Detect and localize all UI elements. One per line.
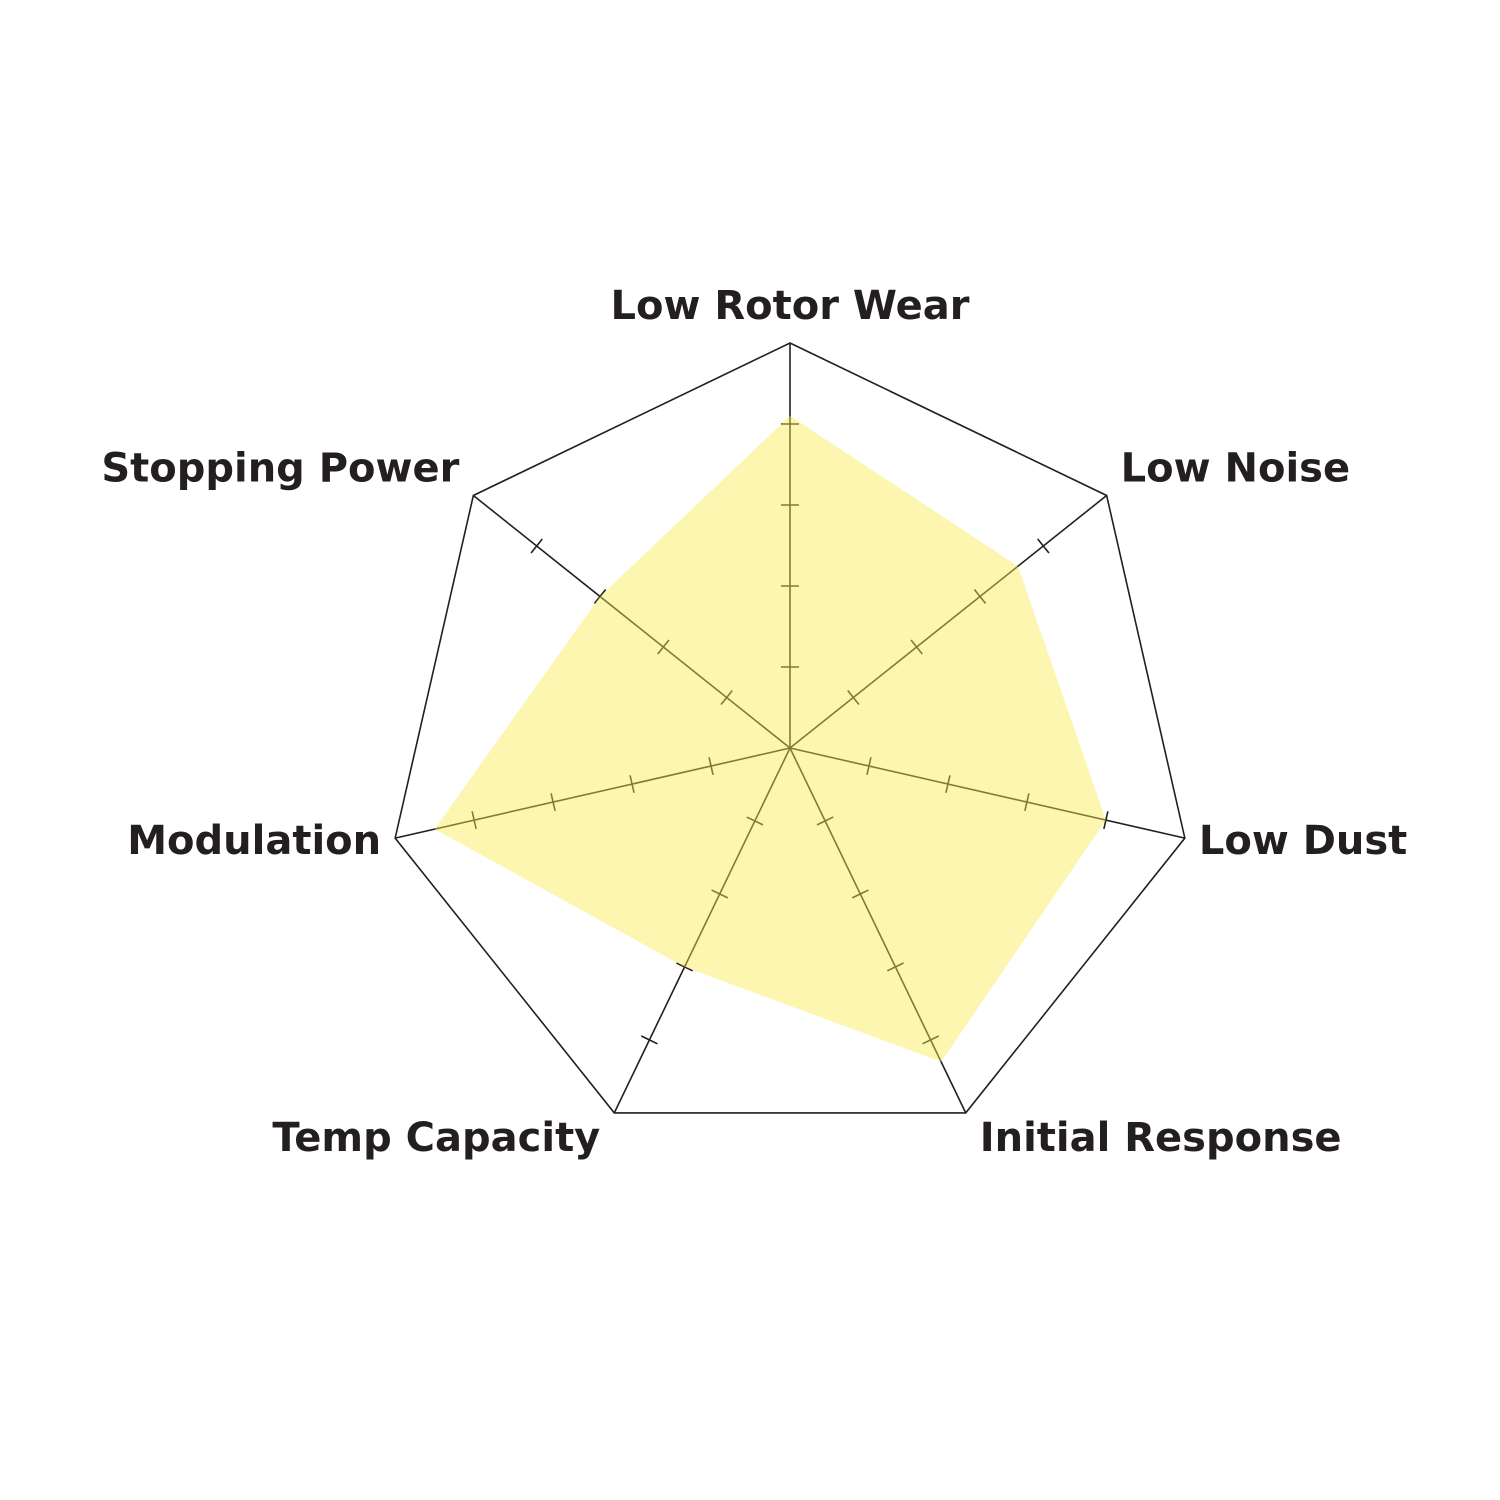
axis-line [789,494,1108,749]
tick-mark [1037,538,1050,554]
tick-mark [471,811,477,830]
tick-mark [640,1035,658,1045]
axis-line [613,747,791,1114]
tick-mark [657,639,670,655]
radar-frame [394,342,1186,1114]
tick-mark [1103,811,1109,830]
tick-mark [1024,793,1030,812]
tick-mark [708,757,714,775]
axis-label: Initial Response [980,1115,1342,1161]
tick-mark [676,962,694,972]
tick-mark [629,775,635,794]
axis-line [789,747,1186,839]
tick-mark [910,639,923,655]
tick-mark [711,889,729,899]
tick-mark [847,689,860,706]
axis-label: Temp Capacity [272,1115,600,1161]
tick-mark [720,689,733,706]
axis-line [789,747,967,1114]
tick-mark [922,1035,940,1045]
tick-mark [550,793,556,812]
value-area [434,415,1106,1062]
tick-mark [945,775,951,794]
axis-line [394,747,791,839]
tick-mark [816,816,834,826]
axis-label: Low Rotor Wear [611,283,970,329]
axis-label: Low Dust [1199,818,1407,864]
tick-mark [886,962,904,972]
tick-mark [973,588,987,605]
tick-mark [851,889,869,899]
tick-mark [866,757,872,775]
axis-label: Low Noise [1121,445,1350,491]
tick-mark [530,538,543,554]
axis-label: Modulation [127,818,381,864]
tick-mark [593,588,607,605]
axis-label: Stopping Power [101,445,459,491]
axis-line [472,494,791,749]
tick-mark [746,816,764,826]
